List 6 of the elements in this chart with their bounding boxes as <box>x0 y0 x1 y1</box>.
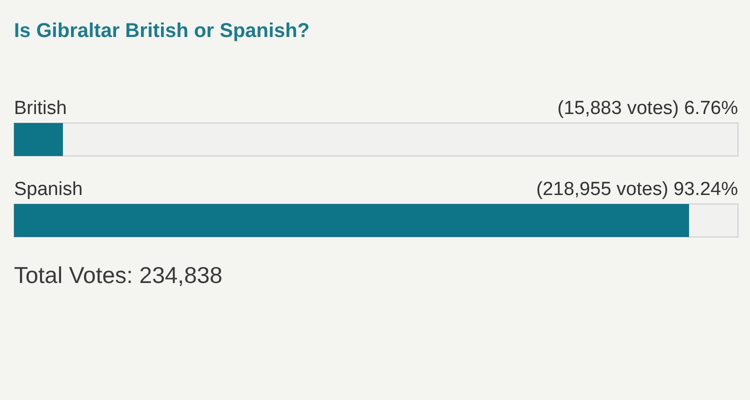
y-tick-label: Spanish <box>14 179 83 200</box>
chart-title: Is Gibraltar British or Spanish? <box>14 20 310 43</box>
y-tick-label: British <box>14 98 67 119</box>
data-label: (15,883 votes) 6.76% <box>557 98 738 119</box>
data-label: (218,955 votes) 93.24% <box>536 179 738 200</box>
text: Total Votes: 234,838 <box>14 262 222 289</box>
